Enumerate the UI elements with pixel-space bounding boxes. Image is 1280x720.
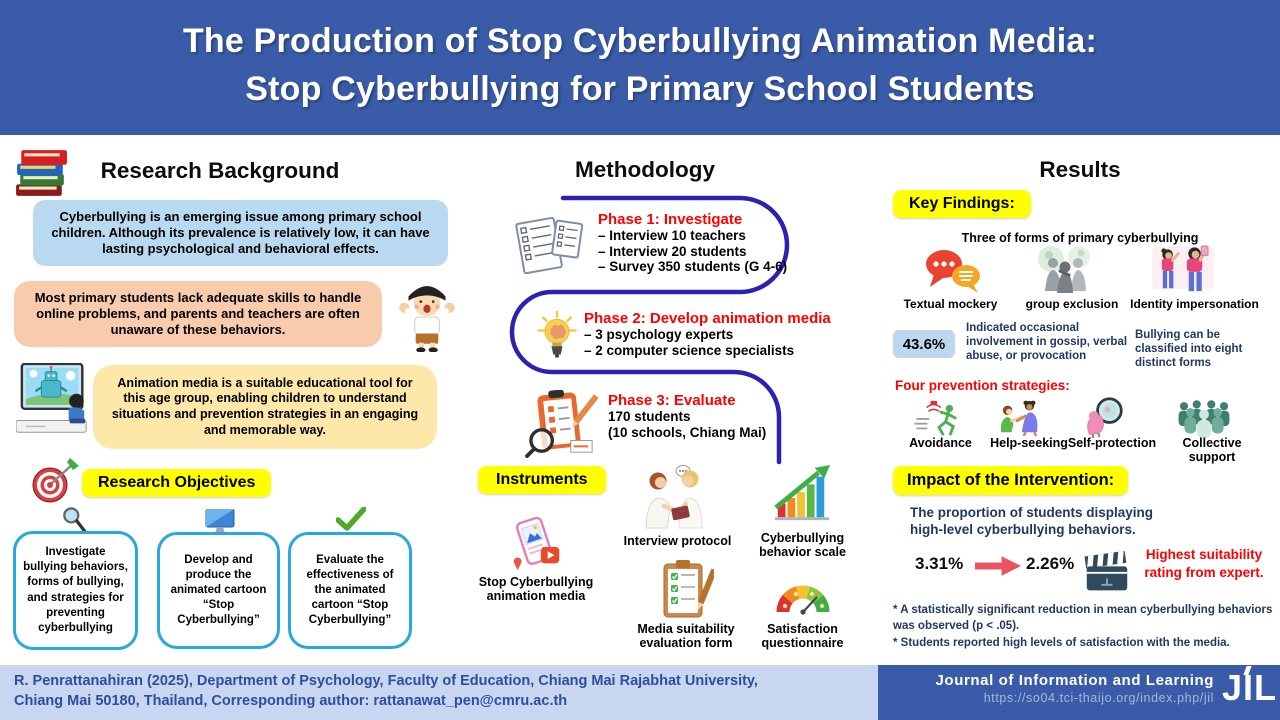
results-heading: Results <box>1039 157 1121 182</box>
satisfaction-gauge-icon <box>776 585 830 615</box>
phase-1-line: – Survey 350 students (G 4-6) <box>598 259 788 274</box>
objective-box-investigate: Investigate bullying behaviors, forms of… <box>13 531 138 650</box>
phase-1-title: Phase 1: Investigate <box>598 211 743 228</box>
boy-icon <box>399 286 455 352</box>
phase-2: Phase 2: Develop animation media – 3 psy… <box>584 310 831 358</box>
stat-description: Indicated occasional involvement in goss… <box>966 322 1128 362</box>
strategy-label-collective-support: Collective support <box>1182 436 1242 464</box>
phase-2-line: – 2 computer science specialists <box>584 342 795 358</box>
strategies-label: Four prevention strategies: <box>895 378 1070 393</box>
instrument-label-animation-media: Stop Cyberbullying animation media <box>478 575 594 604</box>
growth-chart-icon <box>774 465 831 521</box>
strategy-label-self-protection: Self-protection <box>1067 436 1157 450</box>
forms-title: Three of forms of primary cyberbullying <box>961 231 1199 245</box>
target-dart-icon <box>32 458 79 503</box>
journal-url: https://so04.tci-thaijo.org/index.php/ji… <box>983 691 1214 705</box>
result-notes: * A statistically significant reduction … <box>893 603 1280 652</box>
phase-3: Phase 3: Evaluate 170 students (10 schoo… <box>608 392 766 440</box>
objectives-label: Research Objectives <box>82 469 272 497</box>
phase-1-line: – Interview 10 teachers <box>598 228 746 243</box>
phase-2-title: Phase 2: Develop animation media <box>584 310 831 327</box>
instrument-label-interview: Interview protocol <box>623 534 732 548</box>
note-significance: * A statistically significant reduction … <box>893 604 1273 632</box>
journal-logo: JIL <box>1222 667 1278 708</box>
clapperboard-icon <box>1084 550 1128 591</box>
poster-title-line1: The Production of Stop Cyberbullying Ani… <box>182 22 1098 60</box>
poster-header: The Production of Stop Cyberbullying Ani… <box>0 0 1280 135</box>
citation-line2: Chiang Mai 50180, Thailand, Correspondin… <box>14 693 568 709</box>
interview-people-icon <box>645 465 703 529</box>
evaluation-checklist-icon <box>525 390 599 458</box>
phase-1: Phase 1: Investigate – Interview 10 teac… <box>598 211 787 275</box>
impact-description: The proportion of students displaying hi… <box>910 505 1153 537</box>
strategy-label-avoidance: Avoidance <box>909 436 972 450</box>
objective-box-evaluate: Evaluate the effectiveness of the animat… <box>288 532 412 649</box>
impact-label: Impact of the Intervention: <box>893 466 1129 495</box>
background-heading: Research Background <box>100 158 340 183</box>
phase-3-title: Phase 3: Evaluate <box>608 392 736 409</box>
child-watching-tv-icon <box>16 363 87 433</box>
journal-name: Journal of Information and Learning <box>935 672 1214 689</box>
lightbulb-icon <box>537 311 577 358</box>
methodology-heading: Methodology <box>575 157 715 182</box>
background-box-animation: Animation media is a suitable educationa… <box>93 365 437 449</box>
objective-box-develop: Develop and produce the animated cartoon… <box>157 532 280 649</box>
footer-journal-bar: Journal of Information and Learning http… <box>878 665 1280 720</box>
instruments-label: Instruments <box>478 466 606 494</box>
checkmark-icon <box>336 507 366 531</box>
form-label-textual-mockery: Textual mockery <box>903 297 998 311</box>
citation-line1: R. Penrattanahiran (2025), Department of… <box>14 673 758 689</box>
background-box-skills: Most primary students lack adequate skil… <box>14 281 382 347</box>
form-label-group-exclusion: group exclusion <box>1025 297 1119 311</box>
help-seeking-icon <box>1000 400 1038 436</box>
books-icon <box>16 150 67 196</box>
instrument-label-suitability-form: Media suitability evaluation form <box>637 622 735 651</box>
note-satisfaction: * Students reported high levels of satis… <box>893 637 1230 650</box>
rating-highlight: Highest suitability rating from expert. <box>1144 547 1264 580</box>
phase-2-line: – 3 psychology experts <box>584 327 734 342</box>
collective-support-icon <box>1178 400 1230 438</box>
classification-text: Bullying can be classified into eight di… <box>1135 329 1243 369</box>
after-value: 2.26% <box>1026 554 1075 573</box>
survey-sheets-icon <box>515 216 584 275</box>
phase-3-line: (10 schools, Chiang Mai) <box>608 424 767 440</box>
checklist-form-icon <box>663 560 714 618</box>
stat-percentage-badge: 43.6% <box>893 330 955 358</box>
animation-phone-icon <box>513 516 560 571</box>
self-protection-icon <box>1087 397 1123 438</box>
instrument-label-behavior-scale: Cyberbullying behavior scale <box>759 531 846 560</box>
footer-citation-bar: R. Penrattanahiran (2025), Department of… <box>0 665 878 720</box>
strategy-label-help-seeking: Help-seeking <box>990 436 1068 450</box>
before-value: 3.31% <box>915 554 964 573</box>
background-box-issue: Cyberbullying is an emerging issue among… <box>33 200 448 266</box>
speech-bubbles-icon <box>926 250 980 293</box>
arrow-right-icon <box>975 556 1021 576</box>
poster-title-line2: Stop Cyberbullying for Primary School St… <box>245 70 1035 108</box>
key-findings-label: Key Findings: <box>893 190 1031 218</box>
group-exclusion-icon <box>1038 246 1090 293</box>
instrument-label-satisfaction: Satisfaction questionnaire <box>761 622 844 651</box>
form-label-identity-impersonation: Identity impersonation <box>1130 297 1259 311</box>
phase-3-line: 170 students <box>608 409 691 424</box>
identity-impersonation-icon <box>1152 245 1214 292</box>
phase-1-line: – Interview 20 students <box>598 243 747 259</box>
avoidance-icon <box>914 400 957 436</box>
